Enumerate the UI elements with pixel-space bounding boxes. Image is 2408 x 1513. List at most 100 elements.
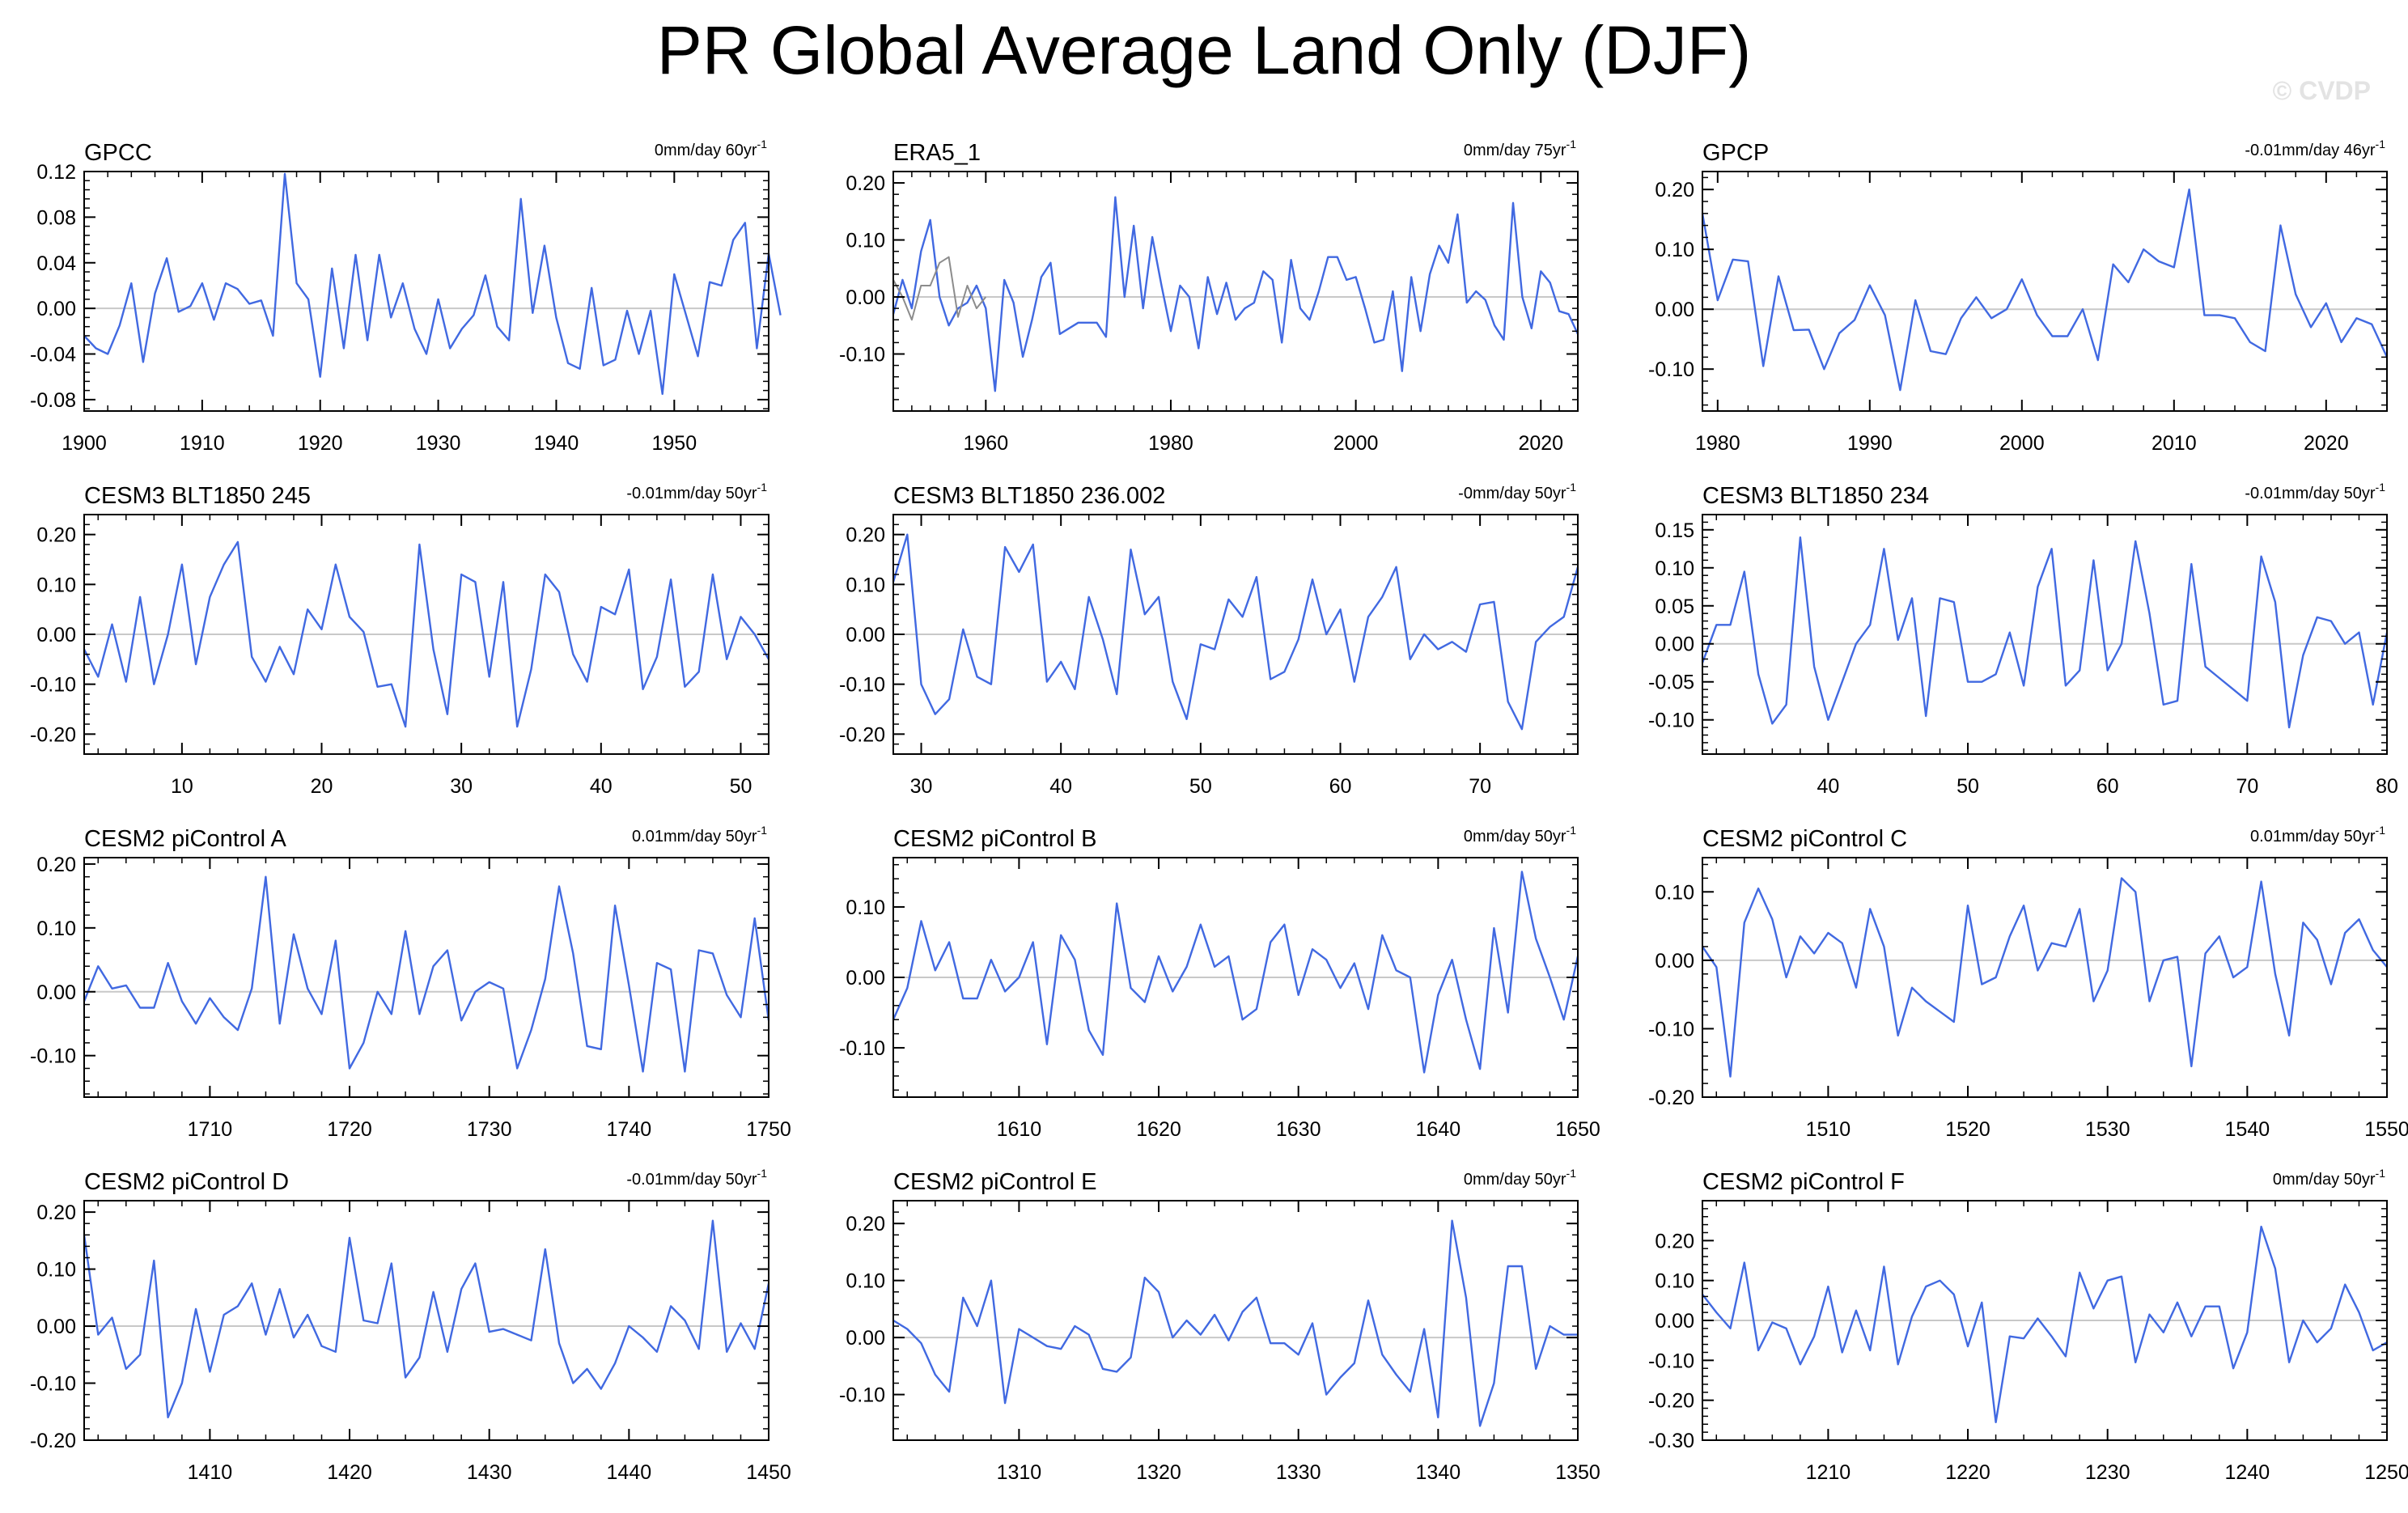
y-tick-label: 0.00: [1655, 299, 1694, 321]
trend-annotation-exponent: -1: [1566, 1167, 1577, 1180]
trend-annotation: -0.01mm/day 50yr-1: [2245, 481, 2385, 502]
x-tick-label: 1980: [1148, 432, 1193, 455]
x-tick-label: 40: [1817, 775, 1839, 798]
x-tick-label: 1960: [964, 432, 1009, 455]
y-tick-label: 0.20: [1655, 1230, 1694, 1252]
x-tick-label: 50: [730, 775, 752, 798]
y-tick-label: 0.10: [846, 574, 885, 596]
x-tick-label: 1990: [1847, 432, 1893, 455]
plot-frame: [892, 171, 1579, 412]
plot-frame: [892, 1200, 1579, 1441]
trend-annotation: 0mm/day 75yr-1: [1464, 138, 1576, 159]
x-tick-label: 1550: [2364, 1118, 2408, 1141]
x-tick-label: 1710: [188, 1118, 233, 1141]
trend-annotation: -0.01mm/day 50yr-1: [626, 1167, 767, 1189]
chart-panel: 0.20 0.10 0.00 -0.10 1710 1720 1730 1740 1750 CES…: [30, 824, 791, 1141]
chart-panel: 0.20 0.10 0.00 -0.10 1980 1990 2000 2010 2020 GPC…: [1648, 138, 2389, 455]
x-tick-label: 1310: [997, 1461, 1042, 1484]
y-tick-label: 0.10: [36, 574, 76, 596]
panel-title: CESM2 piControl B: [893, 826, 1096, 852]
x-tick-label: 50: [1956, 775, 1979, 798]
y-tick-label: -0.10: [30, 1045, 76, 1068]
y-tick-label: 0.20: [36, 524, 76, 547]
y-tick-label: 0.00: [846, 624, 885, 646]
trend-annotation-exponent: -1: [757, 481, 768, 494]
x-tick-label: 1230: [2085, 1461, 2130, 1484]
plot-frame: [1702, 171, 2388, 412]
chart-panel: 0.10 0.00 -0.10 -0.20 1510 1520 1530 1540 1550 CE…: [1648, 824, 2408, 1141]
y-tick-label: -0.10: [839, 1384, 885, 1407]
x-tick-label: 1210: [1806, 1461, 1851, 1484]
x-tick-label: 1240: [2225, 1461, 2270, 1484]
panel-title: CESM3 BLT1850 234: [1702, 483, 1929, 509]
x-tick-label: 1920: [298, 432, 343, 455]
x-tick-label: 2000: [1999, 432, 2045, 455]
plot-frame: [1702, 857, 2388, 1098]
chart-panel: 0.20 0.10 0.00 -0.10 -0.20 30 40 50 60 70 CESM3 BL…: [839, 481, 1579, 798]
chart-panel: 0.20 0.10 0.00 -0.10 -0.20 -0.30 1210 1220 1230 1…: [1648, 1167, 2408, 1484]
y-tick-label: -0.08: [30, 389, 76, 412]
x-tick-label: 80: [2376, 775, 2398, 798]
x-tick-label: 1940: [534, 432, 579, 455]
y-tick-label: -0.10: [1648, 710, 1694, 732]
series-line: [83, 875, 770, 1073]
x-tick-label: 2020: [2304, 432, 2349, 455]
trend-annotation-exponent: -1: [757, 824, 768, 837]
x-tick-label: 1610: [997, 1118, 1042, 1141]
x-tick-label: 2010: [2152, 432, 2197, 455]
chart-panel: 0.12 0.08 0.04 0.00 -0.04 -0.08 1900 1910 1920 19…: [30, 138, 782, 455]
x-tick-label: 1220: [1945, 1461, 1990, 1484]
series-line: [1702, 877, 2388, 1078]
plot-frame: [83, 857, 769, 1098]
y-tick-label: 0.20: [1655, 179, 1694, 201]
panel-title: ERA5_1: [893, 140, 981, 166]
trend-annotation-exponent: -1: [2376, 481, 2386, 494]
series-line: [892, 533, 1579, 731]
trend-annotation: -0.01mm/day 50yr-1: [626, 481, 767, 502]
y-tick-label: 0.20: [846, 1213, 885, 1235]
y-tick-label: 0.00: [846, 1327, 885, 1350]
chart-panel: 0.20 0.10 0.00 -0.10 -0.20 10 20 30 40 50 CESM3 BL…: [30, 481, 770, 798]
y-tick-label: -0.10: [30, 674, 76, 697]
y-tick-label: -0.20: [1648, 1390, 1694, 1413]
series-line: [892, 871, 1579, 1074]
x-tick-label: 1720: [327, 1118, 372, 1141]
x-tick-label: 1430: [467, 1461, 512, 1484]
y-tick-label: 0.10: [1655, 239, 1694, 261]
trend-annotation: 0mm/day 50yr-1: [1464, 1167, 1576, 1189]
panel-title: CESM2 piControl C: [1702, 826, 1907, 852]
chart-panel: 0.20 0.10 0.00 -0.10 1310 1320 1330 1340 1350 CES…: [839, 1167, 1600, 1484]
x-tick-label: 70: [2236, 775, 2258, 798]
x-tick-label: 1330: [1276, 1461, 1321, 1484]
plot-frame: [83, 171, 769, 412]
x-tick-label: 1540: [2225, 1118, 2270, 1141]
y-tick-label: -0.10: [839, 344, 885, 367]
panel-title: GPCP: [1702, 140, 1769, 166]
series-line: [1702, 1225, 2388, 1424]
y-tick-label: -0.20: [30, 723, 76, 746]
trend-annotation-exponent: -1: [1566, 824, 1577, 837]
x-tick-label: 1950: [651, 432, 697, 455]
trend-annotation: -0.01mm/day 46yr-1: [2245, 138, 2385, 159]
y-tick-label: 0.10: [36, 1259, 76, 1282]
y-tick-label: 0.08: [36, 206, 76, 229]
x-tick-label: 60: [1329, 775, 1352, 798]
y-tick-label: -0.20: [30, 1430, 76, 1452]
x-tick-label: 2000: [1333, 432, 1379, 455]
y-tick-label: -0.20: [839, 723, 885, 746]
series-line-secondary: [892, 256, 987, 321]
chart-panel: 0.10 0.00 -0.10 1610 1620 1630 1640 1650 CESM2 p…: [839, 824, 1600, 1141]
x-tick-label: 20: [311, 775, 333, 798]
series-line: [83, 172, 782, 396]
chart-panel: 0.20 0.10 0.00 -0.10 1960 1980 2000 2020 ERA5_1 0…: [839, 138, 1579, 455]
y-tick-label: 0.00: [1655, 950, 1694, 973]
x-tick-label: 1620: [1136, 1118, 1181, 1141]
series-line: [892, 1219, 1578, 1427]
y-tick-label: 0.20: [36, 1202, 76, 1224]
y-tick-label: -0.04: [30, 344, 76, 367]
watermark: © CVDP: [2272, 76, 2371, 105]
y-tick-label: 0.10: [1655, 1270, 1694, 1293]
y-tick-label: 0.00: [846, 967, 885, 990]
x-tick-label: 1630: [1276, 1118, 1321, 1141]
x-tick-label: 1980: [1695, 432, 1740, 455]
